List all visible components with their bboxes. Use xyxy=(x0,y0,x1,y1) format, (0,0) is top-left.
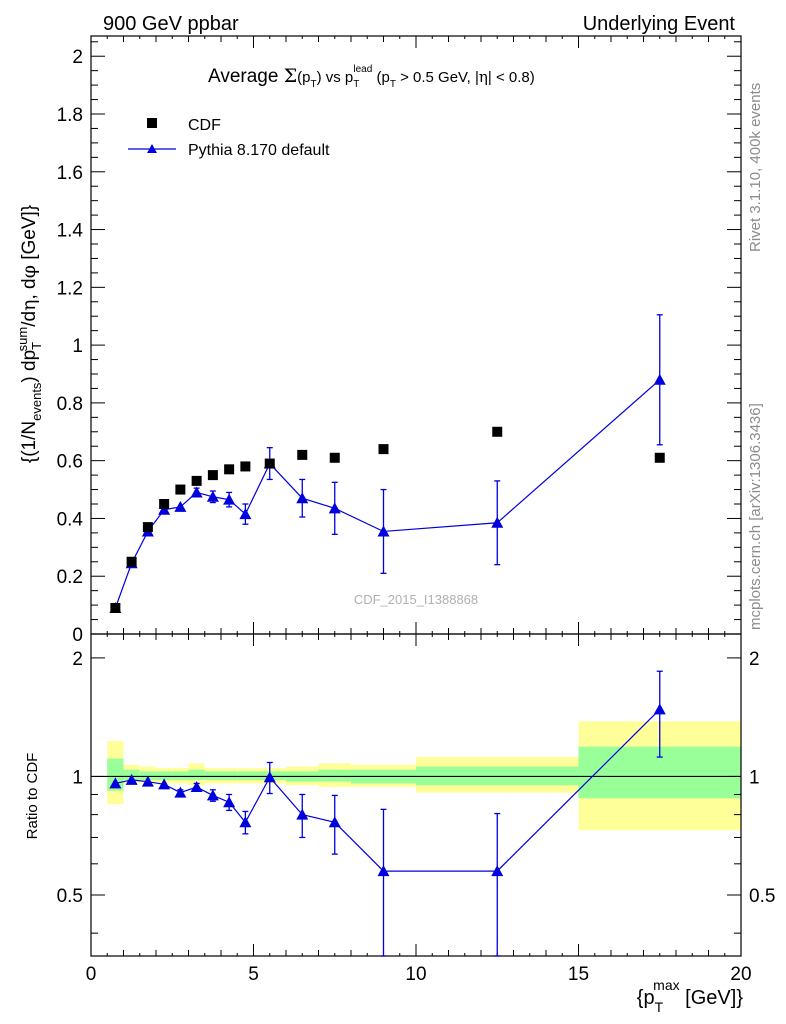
cdf-point xyxy=(297,449,308,460)
pythia-point xyxy=(239,508,252,520)
main-ytick-label: 1.2 xyxy=(57,278,83,299)
cdf-point xyxy=(126,556,137,567)
ratio-band-green xyxy=(318,769,351,782)
cdf-point xyxy=(492,426,503,437)
cdf-point xyxy=(175,484,186,495)
ratio-point xyxy=(296,808,309,820)
rivet-label: Rivet 3.1.10, 400k events xyxy=(747,83,764,252)
x-tick-label: 5 xyxy=(248,964,259,985)
legend-cdf-marker xyxy=(147,118,157,128)
x-tick-label: 0 xyxy=(86,964,97,985)
ratio-point xyxy=(206,789,219,801)
ratio-band-green xyxy=(172,771,189,780)
pythia-point xyxy=(328,502,341,514)
ratio-band-green xyxy=(139,771,156,780)
pythia-point xyxy=(491,516,504,528)
ratio-point xyxy=(190,781,203,793)
legend-pythia-marker xyxy=(147,144,157,153)
ratio-ytick-label-right: 0.5 xyxy=(749,886,775,907)
ratio-point xyxy=(239,816,252,828)
mcplots-label: mcplots.cern.ch [arXiv:1306.3436] xyxy=(747,403,764,630)
pythia-point xyxy=(158,503,171,515)
ratio-ytick-label: 1 xyxy=(72,767,83,788)
ratio-ytick-label: 0.5 xyxy=(57,886,83,907)
cdf-point xyxy=(329,452,340,463)
cdf-point xyxy=(654,452,665,463)
ratio-panel: 0 5 10 15 20 0.5 0.5 1 1 2 2 xyxy=(57,633,775,985)
cdf-point xyxy=(224,464,235,475)
legend-pythia-label: Pythia 8.170 default xyxy=(188,142,330,159)
ratio-point xyxy=(141,775,154,787)
main-ytick-label: 2 xyxy=(72,47,83,68)
ratio-point xyxy=(263,771,276,783)
x-tick-label: 10 xyxy=(405,964,426,985)
ratio-ylabel: Ratio to CDF xyxy=(24,753,41,840)
pythia-point xyxy=(377,525,390,537)
main-ytick-label: 1.8 xyxy=(57,105,83,126)
pythia-point xyxy=(206,490,219,502)
pythia-point xyxy=(223,493,236,505)
ratio-point xyxy=(328,816,341,828)
cdf-point xyxy=(240,461,251,472)
ratio-point xyxy=(223,796,236,808)
cdf-point xyxy=(142,522,153,533)
pythia-point xyxy=(653,373,666,385)
ratio-point xyxy=(377,865,390,877)
ratio-ytick-label-right: 2 xyxy=(749,649,760,670)
header-left: 900 GeV ppbar xyxy=(103,13,239,35)
xlabel: {pTmax [GeV]} xyxy=(637,977,744,1015)
x-tick-label: 20 xyxy=(730,964,751,985)
legend: CDF Pythia 8.170 default xyxy=(128,117,330,159)
pythia-point xyxy=(174,500,187,512)
main-ytick-label: 0.2 xyxy=(57,567,83,588)
ratio-ytick-label-right: 1 xyxy=(749,767,760,788)
cdf-point xyxy=(378,444,389,455)
ratio-band-green xyxy=(221,771,238,780)
main-panel: 0 0.2 0.4 0.6 0.8 1 1.2 1.4 1.6 1.8 2 xyxy=(57,35,742,646)
cdf-point xyxy=(159,499,170,509)
ratio-point xyxy=(125,773,138,785)
main-ytick-label: 1.4 xyxy=(57,221,84,242)
ratio-point xyxy=(491,865,504,877)
main-ytick-label: 0 xyxy=(72,625,83,646)
header-right: Underlying Event xyxy=(583,13,736,35)
pythia-point xyxy=(296,492,309,504)
ratio-point xyxy=(158,778,171,790)
cdf-point xyxy=(207,470,218,481)
main-ytick-label: 0.4 xyxy=(57,509,84,530)
cdf-point xyxy=(264,458,275,469)
x-tick-label: 15 xyxy=(568,964,589,985)
ratio-band-green xyxy=(156,771,173,780)
ratio-ytick-label: 2 xyxy=(72,649,83,670)
main-ytick-label: 1.6 xyxy=(57,163,83,184)
main-ylabel: {(1/Nevents) dpTsum/dη, dφ [GeV]} xyxy=(15,205,44,463)
main-ytick-label: 1 xyxy=(72,336,83,357)
ratio-band-green xyxy=(237,771,254,780)
ratio-point xyxy=(653,703,666,715)
cdf-point xyxy=(191,475,202,486)
main-ytick-label: 0.8 xyxy=(57,394,83,415)
main-title: Average Σ(pT) vs pTlead (pT > 0.5 GeV, |… xyxy=(208,64,535,90)
main-ytick-label: 0.6 xyxy=(57,452,83,473)
ratio-point xyxy=(174,786,187,798)
ratio-band-green xyxy=(204,771,221,780)
ratio-band-green xyxy=(188,769,205,780)
watermark-label: CDF_2015_I1388868 xyxy=(354,592,478,607)
cdf-point xyxy=(110,603,121,613)
ratio-point xyxy=(109,777,122,789)
pythia-point xyxy=(190,486,203,498)
legend-cdf-label: CDF xyxy=(188,117,221,134)
